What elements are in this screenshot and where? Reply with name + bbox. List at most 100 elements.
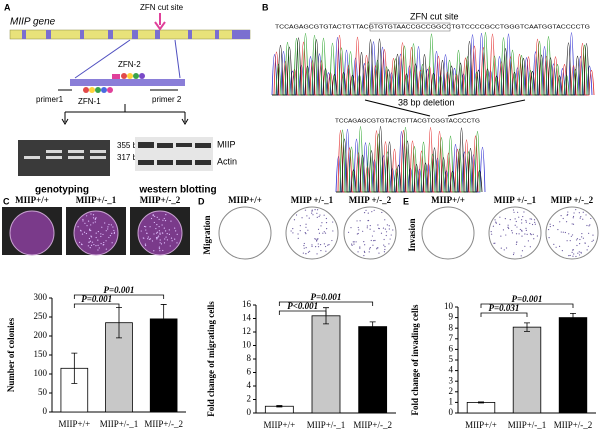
chromatogram [335, 126, 486, 193]
side-label: Invasion [407, 218, 417, 251]
speck [156, 216, 158, 218]
speck [378, 227, 380, 230]
speck [529, 222, 531, 225]
sig-bracket [480, 312, 528, 317]
speck [568, 233, 570, 235]
speck [569, 240, 571, 242]
speck [362, 230, 364, 232]
panel-b: B ZFN cut site TCCAGAGCGTGTACTGTTACGTGTG… [262, 2, 595, 193]
speck [507, 226, 509, 228]
speck [526, 233, 528, 236]
speck [97, 239, 99, 241]
speck [512, 209, 515, 211]
speck [81, 243, 83, 246]
photos: MIIP+/+ MIIP+/-_1 MIIP+/-_2 MIIP+/+ MIIP +/-… [2, 195, 599, 260]
speck [534, 221, 536, 223]
y-tick-label: 4 [247, 380, 252, 390]
speck [111, 242, 113, 244]
speck [331, 239, 333, 242]
speck [158, 230, 160, 232]
speck [95, 232, 97, 234]
speck [89, 246, 91, 249]
speck [100, 233, 102, 235]
speck [169, 245, 171, 247]
speck [363, 240, 365, 243]
speck [299, 230, 301, 232]
speck [376, 248, 378, 250]
speck [576, 238, 579, 240]
speck [373, 240, 375, 242]
speck [521, 230, 523, 232]
speck [176, 233, 178, 235]
speck [147, 238, 149, 240]
speck [389, 238, 391, 240]
speck [566, 214, 568, 216]
y-tick-label: 4 [449, 365, 454, 375]
speck [103, 243, 105, 246]
speck [98, 247, 100, 249]
speck [529, 246, 531, 248]
speck [371, 235, 374, 237]
trace [336, 126, 483, 193]
speck [374, 239, 376, 242]
y-tick-label: 6 [247, 367, 252, 377]
speck [385, 234, 387, 237]
speck [369, 228, 371, 230]
speck [524, 233, 526, 235]
bar [358, 326, 388, 414]
primer1-label: primer1 [36, 95, 64, 104]
x-tick-label: MIIP+/-_2 [144, 419, 183, 429]
speck [581, 232, 583, 235]
speck [524, 245, 526, 247]
bar [512, 326, 542, 414]
speck [582, 237, 584, 239]
y-tick-label: 6 [449, 343, 454, 353]
y-axis-label: Number of colonies [6, 317, 16, 392]
speck [305, 233, 307, 235]
speck [152, 215, 154, 217]
speck [579, 242, 581, 245]
speck [305, 223, 307, 225]
y-tick-label: 14 [242, 313, 252, 323]
speck [170, 220, 172, 222]
speck [509, 219, 511, 221]
speck [153, 221, 155, 224]
speck [357, 226, 359, 229]
speck [383, 244, 385, 246]
speck [559, 221, 561, 223]
speck [372, 244, 374, 246]
deletion-arrows [364, 99, 526, 117]
speck [499, 223, 501, 226]
well [421, 206, 475, 260]
speck [111, 232, 113, 234]
speck [572, 223, 575, 225]
speck [384, 228, 387, 230]
speck [347, 231, 350, 233]
speck [525, 219, 527, 222]
speck [388, 228, 390, 230]
speck [527, 240, 529, 242]
speck [92, 217, 95, 219]
speck [377, 224, 379, 226]
y-tick-label: 8 [449, 322, 454, 332]
chromatogram [271, 32, 595, 96]
speck [499, 216, 501, 218]
speck [108, 236, 110, 239]
speck [355, 241, 357, 243]
speck [493, 242, 495, 244]
speck [315, 238, 317, 240]
speck [162, 249, 164, 252]
speck [311, 245, 313, 247]
speck [529, 233, 532, 235]
speck [143, 225, 146, 228]
speck [90, 224, 92, 226]
speck [174, 238, 176, 240]
sig-bracket [73, 303, 120, 308]
error-bar [160, 304, 167, 334]
speck [317, 246, 320, 248]
y-tick-label: 5 [449, 354, 454, 364]
speck [575, 239, 578, 241]
photo-label: MIIP+/+ [228, 195, 262, 205]
speck [367, 212, 369, 214]
speck [521, 222, 523, 224]
